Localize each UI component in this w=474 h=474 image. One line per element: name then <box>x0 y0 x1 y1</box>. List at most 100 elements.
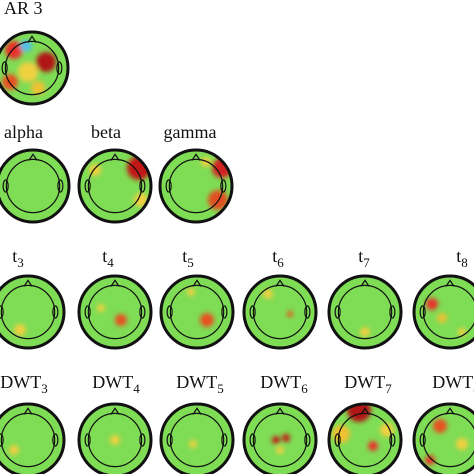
label-base: t <box>182 246 187 266</box>
ear <box>389 305 396 319</box>
ear <box>166 305 173 319</box>
head-ring <box>412 274 474 350</box>
head-outline <box>422 284 474 340</box>
ear <box>419 433 426 447</box>
head-outline <box>169 412 225 468</box>
topo-panel: DWT4 <box>77 372 153 474</box>
head-outline <box>0 412 56 468</box>
ear <box>139 179 146 193</box>
blob <box>426 298 438 310</box>
nose <box>445 407 455 415</box>
scalp-map <box>0 150 69 222</box>
head-ring <box>159 402 235 474</box>
ear <box>1 61 8 75</box>
nose <box>360 279 370 287</box>
activity-blobs <box>110 435 120 445</box>
ear <box>334 305 341 319</box>
ear <box>389 433 396 447</box>
ear <box>249 433 256 447</box>
nose <box>192 407 202 415</box>
ear <box>84 179 91 193</box>
activity-blobs <box>187 288 214 327</box>
ear <box>84 305 91 319</box>
scalp-map <box>329 276 401 348</box>
panel-label: DWT6 <box>260 372 308 396</box>
head-outline <box>5 158 61 214</box>
panel-label: AR 3 <box>4 0 43 18</box>
head-ring <box>0 30 70 106</box>
scalp-map <box>161 404 233 474</box>
panel-label: alpha <box>4 122 43 142</box>
panel-label: t5 <box>182 246 194 270</box>
panel-label: t4 <box>102 246 114 270</box>
nose <box>360 407 370 415</box>
blob <box>368 441 378 451</box>
label-base: DWT <box>344 372 385 392</box>
blob <box>425 455 435 465</box>
activity-blobs <box>9 445 19 455</box>
blob <box>36 52 56 72</box>
scalp-map <box>79 276 151 348</box>
ear <box>249 305 256 319</box>
blob <box>272 436 280 444</box>
head-outline <box>169 284 225 340</box>
blob <box>200 313 214 327</box>
blob <box>276 446 284 454</box>
nose <box>28 153 38 161</box>
panel-label: t7 <box>358 246 370 270</box>
ear <box>304 433 311 447</box>
topo-panel: DWT6 <box>242 372 318 474</box>
ear <box>304 305 311 319</box>
head-ring <box>0 274 66 350</box>
ear <box>419 305 426 319</box>
label-base: t <box>272 246 277 266</box>
nose <box>445 279 455 287</box>
panel-label: DWT3 <box>0 372 47 396</box>
head-ring <box>0 148 71 224</box>
label-base: DWT <box>432 372 473 392</box>
ear <box>0 305 4 319</box>
label-base: DWT <box>92 372 133 392</box>
label-base: t <box>12 246 17 266</box>
label-base: t <box>358 246 363 266</box>
ear <box>334 433 341 447</box>
head-outline <box>252 412 308 468</box>
topo-panel: DWT7 <box>327 372 403 474</box>
ear <box>220 179 227 193</box>
panel-label: DWT5 <box>176 372 223 396</box>
nose <box>192 279 202 287</box>
blob <box>360 327 370 337</box>
label-subscript: 6 <box>277 255 284 270</box>
activity-blobs <box>97 304 127 326</box>
label-subscript: 5 <box>187 255 194 270</box>
label-subscript: 3 <box>17 255 24 270</box>
nose <box>191 153 201 161</box>
blob <box>456 438 468 450</box>
panel-label: DWT4 <box>92 372 140 396</box>
head-outline <box>87 412 143 468</box>
nose <box>23 407 33 415</box>
head-outline <box>0 284 56 340</box>
label-base: DWT <box>260 372 301 392</box>
blob <box>437 313 447 323</box>
head-ring <box>159 274 235 350</box>
label-subscript: 6 <box>301 381 308 396</box>
label-subscript: 4 <box>107 255 114 270</box>
ear <box>57 179 64 193</box>
scalp-map <box>244 404 316 474</box>
panel-label: t6 <box>272 246 284 270</box>
panel-label: beta <box>91 122 121 142</box>
head-outline <box>87 158 143 214</box>
activity-blobs <box>426 298 466 336</box>
blob <box>189 440 197 448</box>
ear <box>221 433 228 447</box>
nose <box>27 35 37 43</box>
label-subscript: 7 <box>385 381 392 396</box>
blob <box>134 193 148 207</box>
nose <box>110 279 120 287</box>
topo-panel: t5 <box>159 246 235 350</box>
head-ring <box>327 274 403 350</box>
topo-panel: t6 <box>242 246 318 350</box>
blob <box>2 74 18 90</box>
